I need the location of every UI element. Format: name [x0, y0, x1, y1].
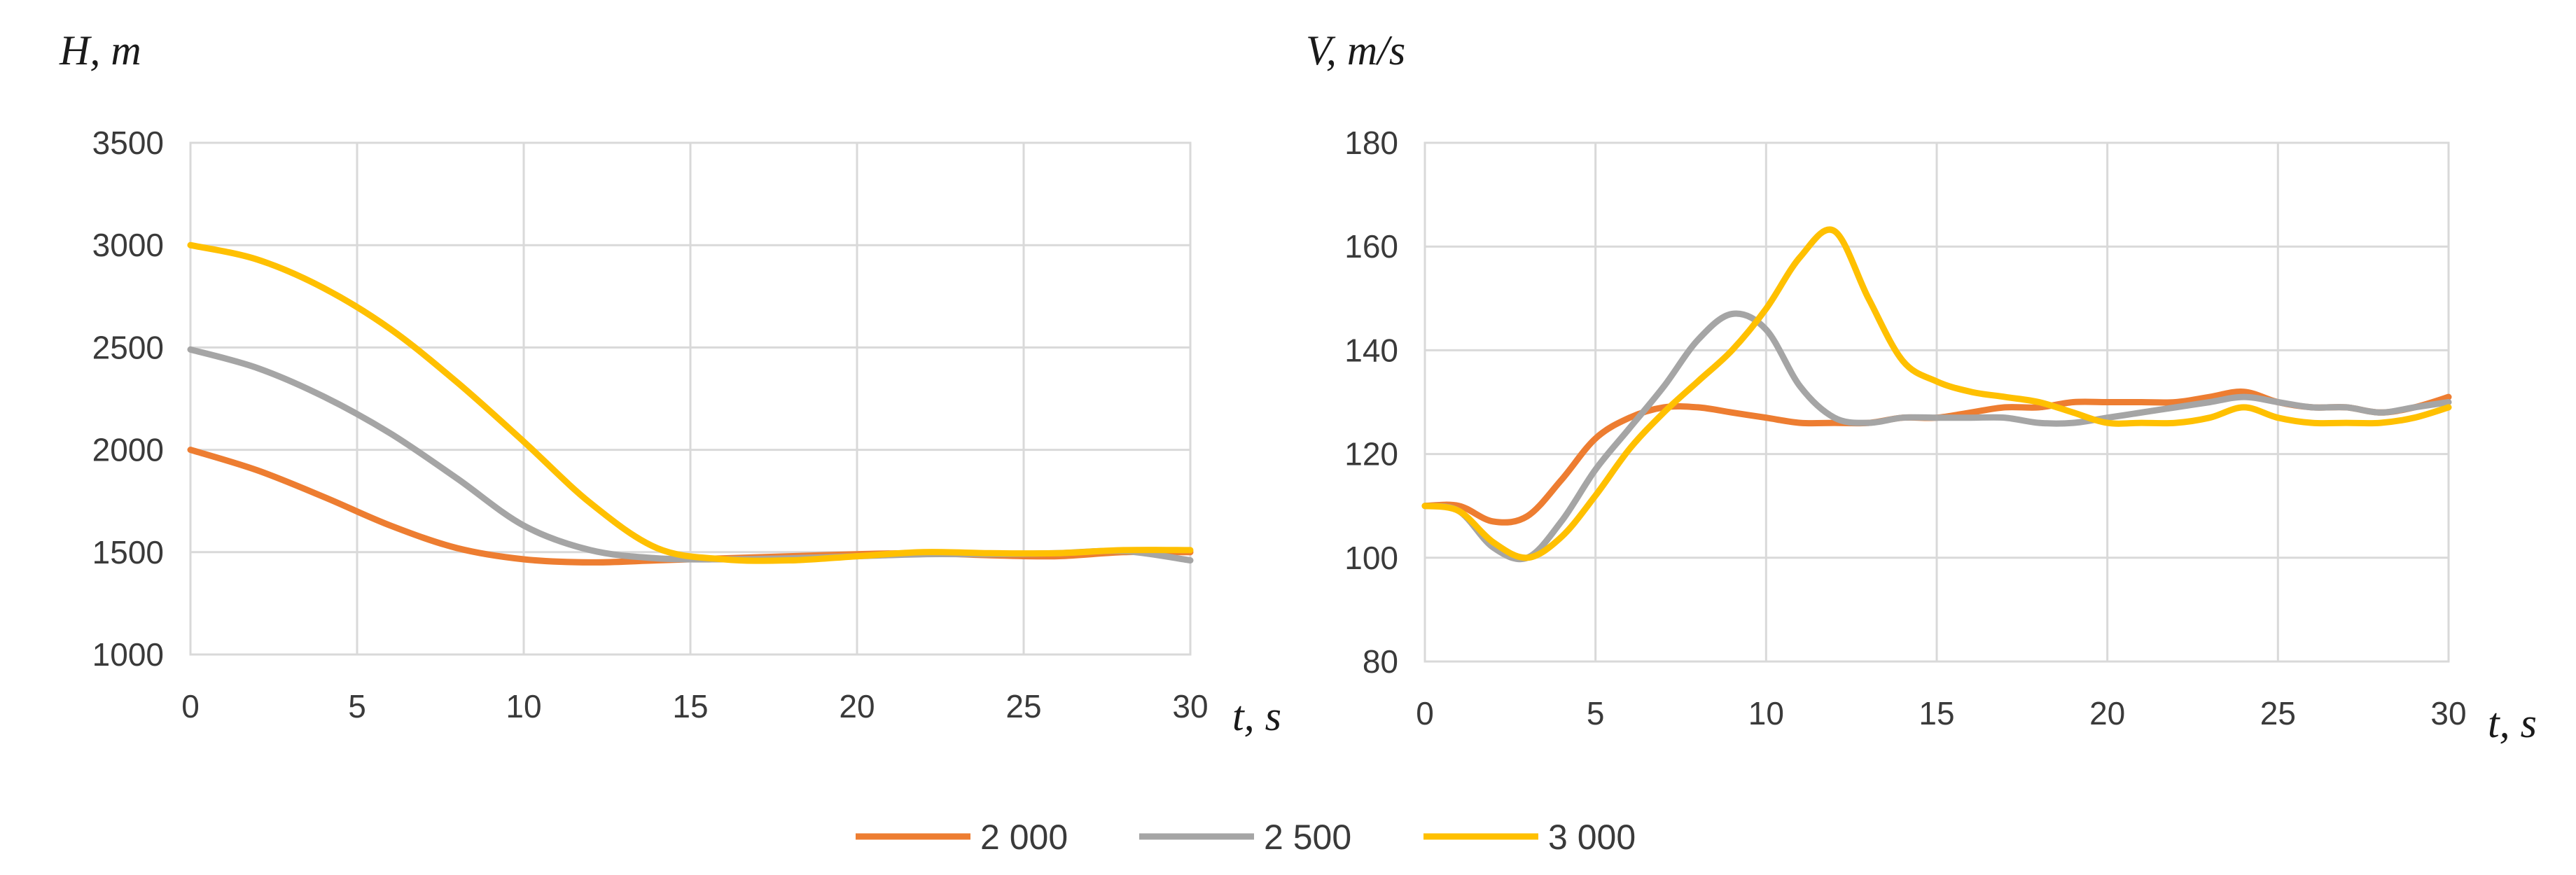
- altitude-chart: 1000 1500 2000 2500 3000 3500 0 5 10 15 20 25 30 H, m…: [59, 27, 1281, 739]
- y-tick-label: 100: [1344, 540, 1398, 576]
- y-tick-label: 3500: [92, 125, 164, 161]
- x-tick-label: 25: [1005, 688, 1041, 724]
- y-tick-label: 3000: [92, 227, 164, 263]
- x-tick-label: 10: [506, 688, 541, 724]
- y-axis-title: V, m/s: [1306, 27, 1405, 74]
- x-tick-label: 0: [1416, 695, 1434, 732]
- x-tick-label: 5: [348, 688, 366, 724]
- x-axis-title: t, s: [1232, 693, 1281, 739]
- x-axis-title: t, s: [2488, 700, 2537, 746]
- velocity-chart: 80 100 120 140 160 180 0 5 10 15 20 25 30 V, m/s t, s: [1306, 27, 2537, 746]
- y-tick-label: 160: [1344, 228, 1398, 265]
- x-tick-label: 15: [672, 688, 708, 724]
- y-tick-label: 140: [1344, 332, 1398, 368]
- series-line-2500: [1421, 310, 2452, 563]
- x-tick-label: 20: [2089, 695, 2125, 732]
- y-tick-label: 180: [1344, 125, 1398, 161]
- y-tick-label: 120: [1344, 436, 1398, 472]
- x-tick-label: 0: [181, 688, 200, 724]
- legend: 2 000 2 500 3 000: [856, 818, 1636, 857]
- x-tick-label: 20: [839, 688, 875, 724]
- series-line-3000: [1421, 226, 2452, 561]
- x-tick-label: 30: [2430, 695, 2466, 732]
- plot-frame: [189, 141, 1192, 656]
- y-tick-label: 2500: [92, 329, 164, 365]
- y-tick-label: 1500: [92, 534, 164, 570]
- x-tick-label: 25: [2260, 695, 2296, 732]
- y-tick-label: 1000: [92, 636, 164, 673]
- y-tick-label: 80: [1363, 643, 1398, 680]
- y-tick-label: 2000: [92, 432, 164, 468]
- y-axis-title: H, m: [59, 27, 141, 74]
- x-tick-label: 30: [1172, 688, 1208, 724]
- legend-label: 3 000: [1548, 818, 1636, 857]
- legend-label: 2 000: [980, 818, 1068, 857]
- legend-label: 2 500: [1264, 818, 1351, 857]
- x-tick-label: 5: [1587, 695, 1605, 732]
- x-tick-label: 10: [1748, 695, 1784, 732]
- series-line-3000: [187, 241, 1194, 564]
- x-tick-label: 15: [1919, 695, 1954, 732]
- gridlines: [189, 141, 1192, 656]
